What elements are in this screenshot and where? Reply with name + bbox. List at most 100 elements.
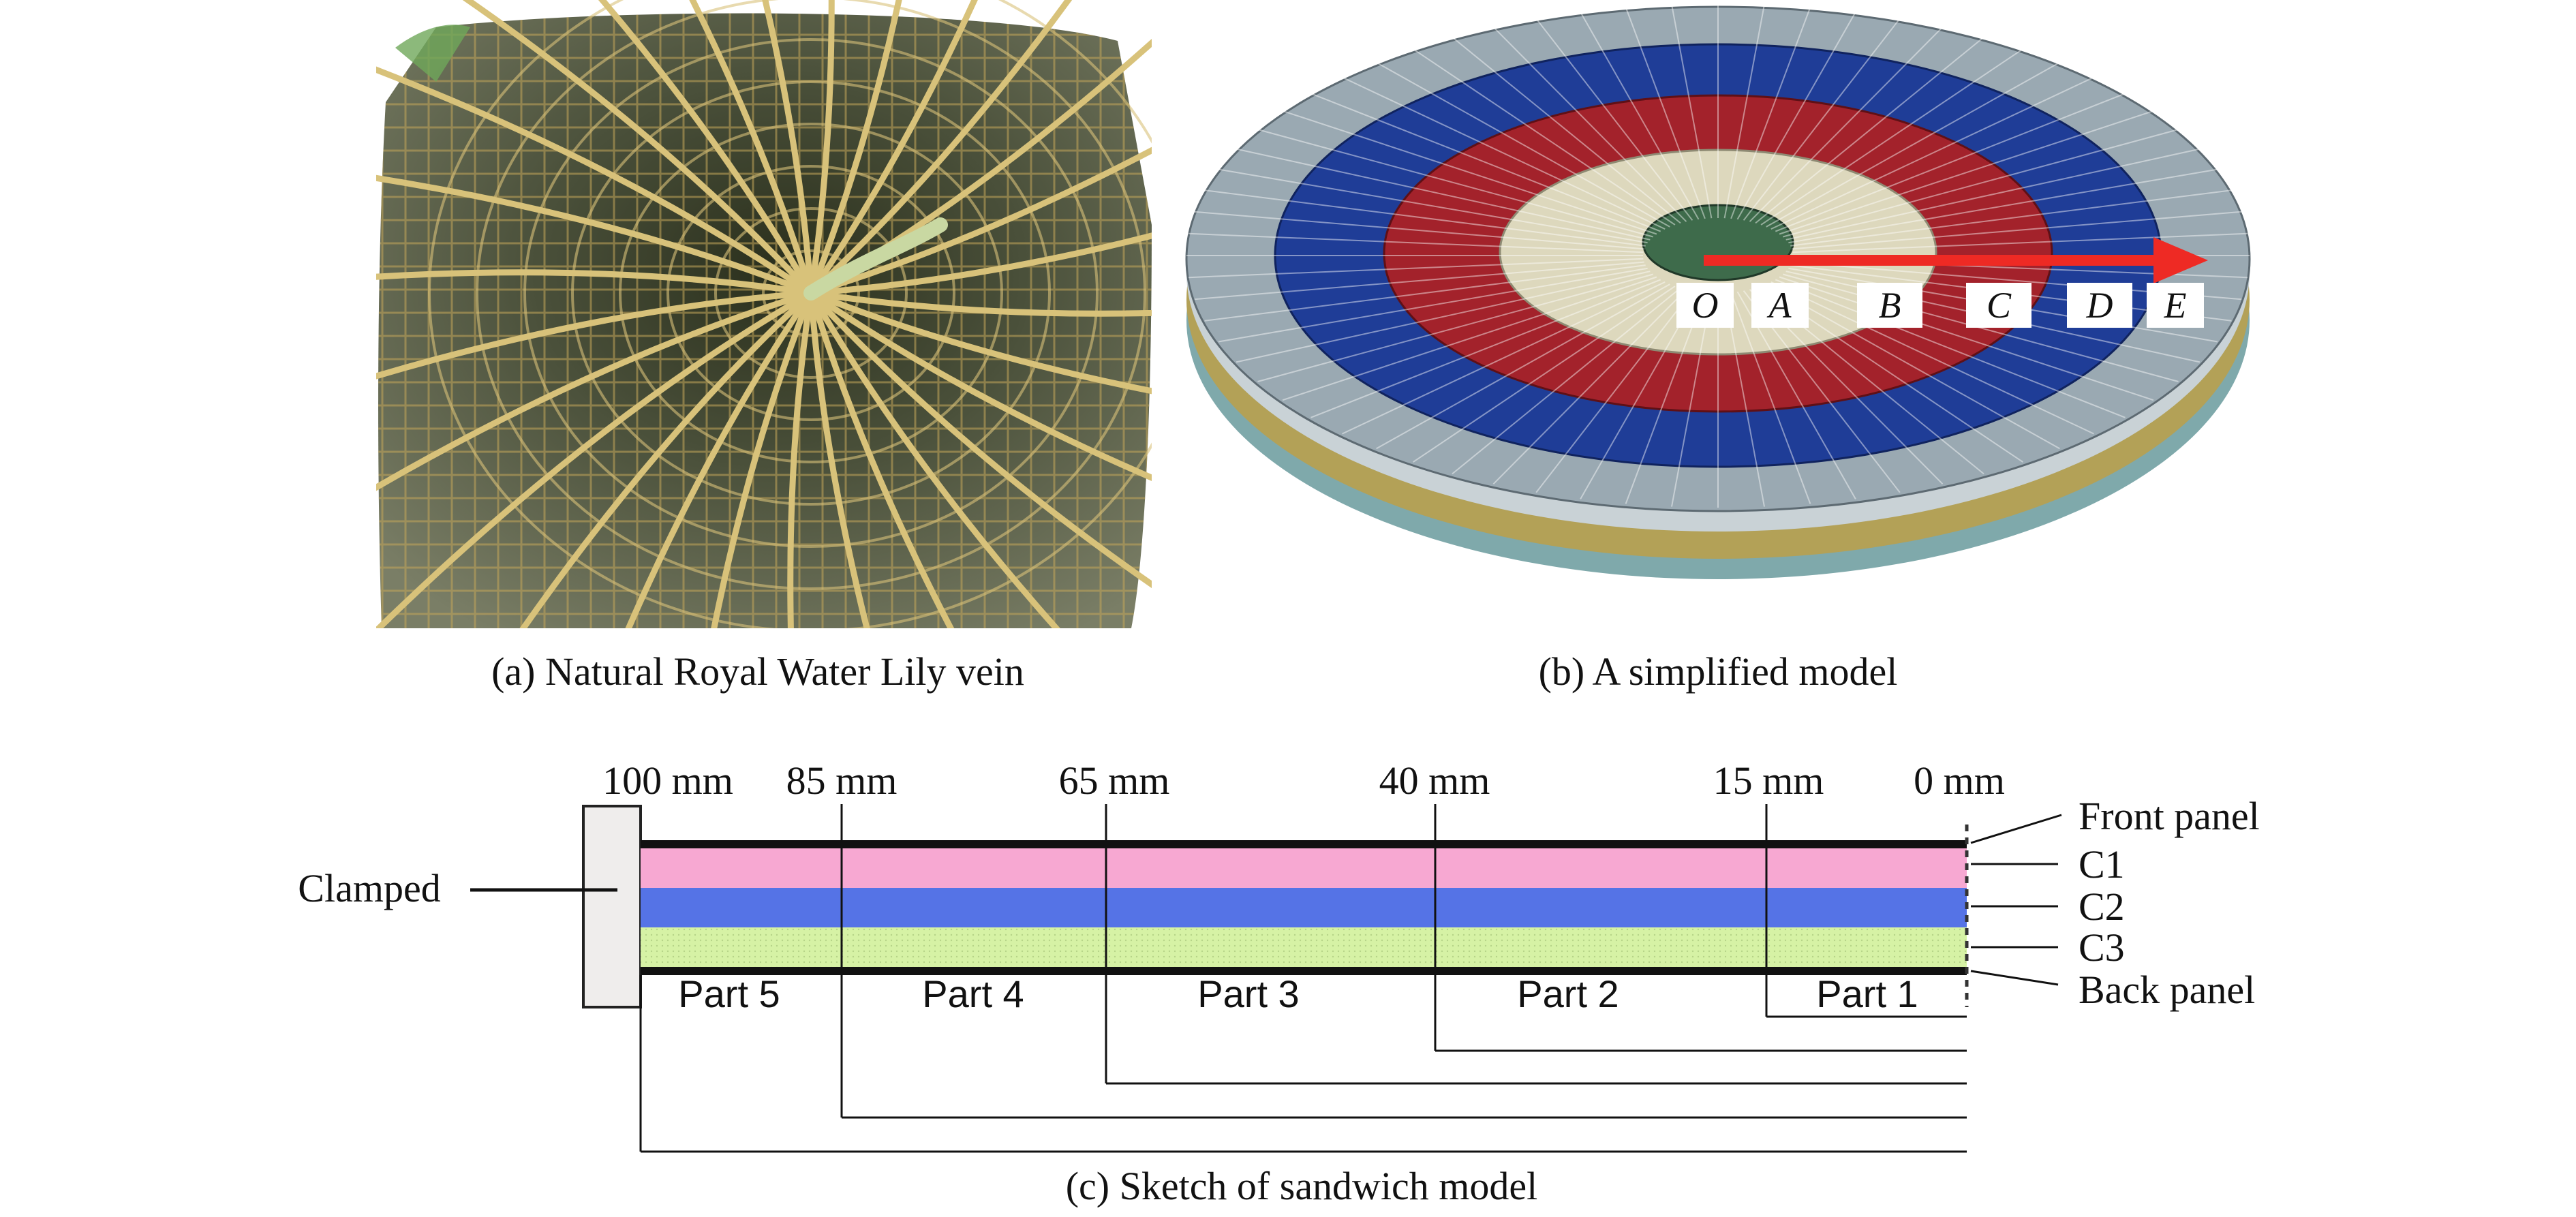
sandwich-sketch: 100 mm 85 mm 65 mm 40 mm 15 mm 0 mm Clam… [298, 758, 2260, 1153]
part-2-label: Part 2 [1517, 972, 1619, 1015]
lily-leaf-photo [376, 0, 1152, 629]
disc-segment-line [1342, 281, 1666, 435]
dim-85mm: 85 mm [786, 758, 898, 803]
disc-segment-line [1671, 292, 1713, 507]
point-O: O [1692, 285, 1719, 326]
leaf-vein [711, 290, 814, 628]
disc-segment-line [1755, 36, 1984, 224]
disc-segment-line [1452, 287, 1681, 475]
layer-c3 [641, 927, 1967, 967]
leaf-vein [808, 290, 955, 628]
disc-segment-line [1766, 283, 2060, 450]
disc-segment-line [1204, 264, 1646, 322]
leaf-vein [462, 0, 814, 296]
leaf-vein [808, 290, 1152, 317]
leaf-vein-ring [571, 80, 1051, 506]
disc-segment-line [1194, 261, 1644, 301]
leaf-vein [376, 290, 814, 491]
leaf-vein [762, 0, 814, 296]
disc-segment-line [1535, 290, 1693, 493]
back-panel-label: Back panel [2079, 968, 2255, 1012]
disc-segment-line [1413, 48, 1676, 226]
disc-segment-line [1790, 189, 2232, 247]
disc-segment-line [1766, 61, 2060, 228]
c1-label: C1 [2079, 842, 2125, 887]
leaf-vein [376, 290, 814, 628]
disc-segment-line [1785, 148, 2201, 241]
disc-segment-line [1376, 283, 1670, 450]
disc-segment-line [1625, 7, 1706, 219]
dim-100mm: 100 mm [602, 758, 733, 803]
leaf-vein-ring [762, 249, 860, 337]
disc-segment-line [1770, 76, 2094, 230]
dim-65mm: 65 mm [1059, 758, 1170, 803]
disc-segment-line [1257, 273, 1653, 382]
disc-segment-line [1671, 4, 1713, 219]
disc-segment-line [1492, 289, 1687, 485]
leaf-vein [808, 0, 1073, 296]
back-panel [641, 967, 1967, 975]
leaf-vein-ring [714, 207, 908, 379]
clamp-block [582, 805, 642, 1008]
disc-segment-line [1310, 279, 1661, 418]
leaf-vein [808, 290, 870, 628]
disc-segment-line [1194, 211, 1644, 250]
disc-segment-line [1736, 12, 1856, 220]
point-labels: O A B C D E [1676, 283, 2204, 328]
disc-segment-line [1792, 232, 2248, 253]
disc-segment-line [1743, 18, 1901, 221]
leaf-vein-ring [666, 165, 955, 421]
disc-segment-line [1342, 76, 1666, 230]
part-5-label: Part 5 [678, 972, 780, 1015]
leaf-vein [808, 0, 902, 296]
part-3-label: Part 3 [1197, 972, 1299, 1015]
disc-segment-line [1188, 232, 1644, 253]
disc-segment-line [1413, 286, 1676, 463]
disc-segment-line [1535, 18, 1693, 221]
disc-segment-line [1452, 36, 1681, 224]
c2-label: C2 [2079, 884, 2125, 929]
disc-segment-line [1723, 4, 1765, 219]
disc-segment-line [1788, 168, 2218, 244]
caption-b: (b) A simplified model [1539, 649, 1898, 694]
disc-segment-line [1282, 110, 1657, 235]
leaf-vein [689, 0, 814, 296]
leaf-vein [808, 290, 1060, 628]
disc-segment-line [1204, 189, 1646, 247]
caption-c: (c) Sketch of sandwich model [1066, 1164, 1538, 1208]
point-E: E [2164, 285, 2187, 326]
radial-arrow [1704, 237, 2208, 283]
leaf-vein [808, 290, 1152, 395]
disc-segment-line [1783, 273, 2179, 382]
leaf-vein [808, 232, 1152, 296]
clamped-label: Clamped [298, 866, 440, 910]
leaf-vein [787, 290, 814, 628]
layer-c1 [641, 848, 1967, 888]
c3-label: C3 [2079, 925, 2125, 970]
disc-segment-line [1236, 148, 1651, 241]
leaf-vein [808, 290, 1152, 589]
dim-0mm: 0 mm [1914, 758, 2005, 803]
front-panel [641, 840, 1967, 848]
disc-segment-line [1188, 258, 1644, 279]
disc-segment-line [1723, 292, 1765, 507]
leaf-vein-ring [428, 0, 1152, 628]
disc-segment-line [1775, 279, 2126, 418]
disc-segment-line [1775, 93, 2126, 232]
leaf-vein [808, 0, 978, 296]
disc-segment-line [1310, 93, 1661, 232]
disc-segment-line [1770, 281, 2094, 435]
disc-segment-line [1580, 12, 1700, 220]
disc-segment-line [1257, 129, 1653, 238]
point-D: D [2086, 285, 2113, 326]
point-A: A [1767, 285, 1792, 326]
leaf-vein-ring [476, 0, 1146, 590]
layer-c2 [641, 888, 1967, 927]
point-B: B [1879, 285, 1901, 326]
front-panel-label: Front panel [2079, 794, 2260, 838]
point-C: C [1987, 285, 2012, 326]
dim-15mm: 15 mm [1713, 758, 1824, 803]
caption-a: (a) Natural Royal Water Lily vein [491, 649, 1024, 694]
disc-segment-line [1749, 26, 1944, 222]
disc-segment-line [1492, 26, 1687, 222]
